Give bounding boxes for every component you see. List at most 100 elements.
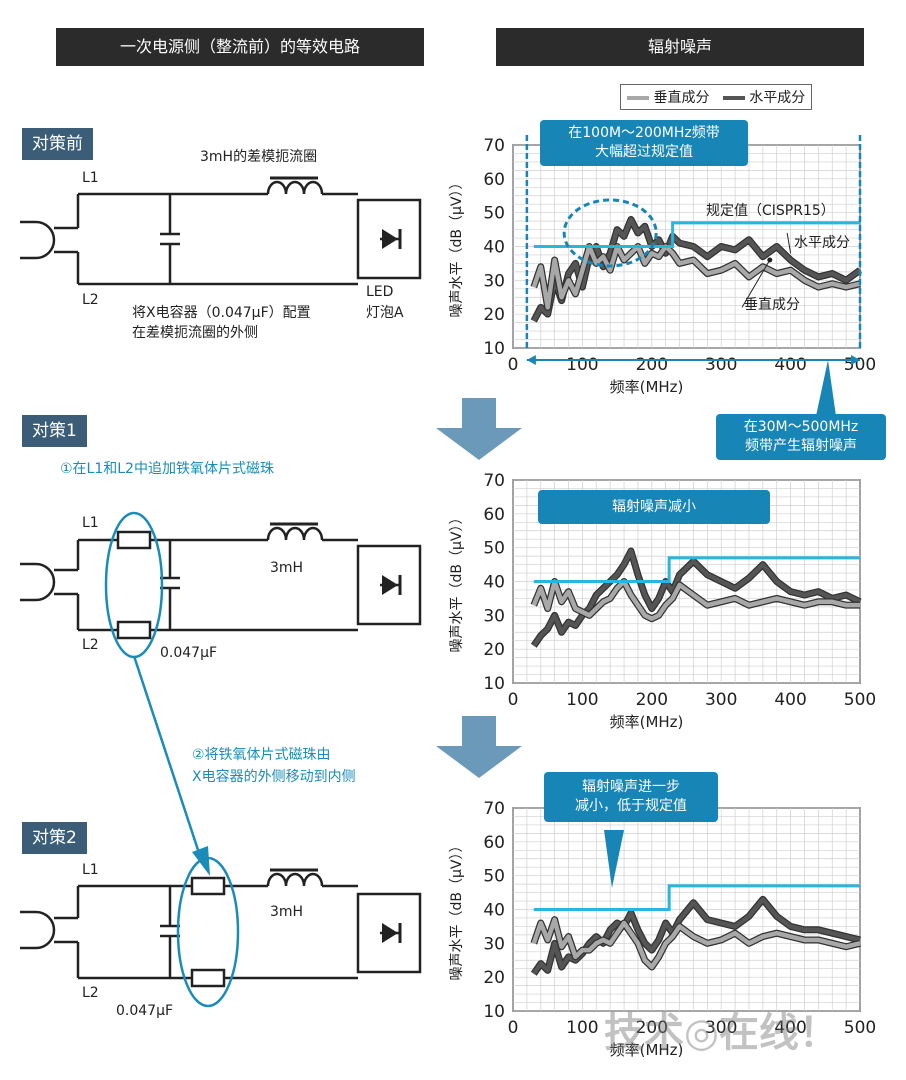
vertical-leader bbox=[741, 259, 771, 308]
x-tick-label: 400 bbox=[774, 355, 806, 375]
callout-band: 在30M～500MHz 频带产生辐射噪声 bbox=[716, 414, 886, 460]
section-tag-2: 对策2 bbox=[22, 822, 87, 854]
limit-line bbox=[533, 556, 860, 583]
series-line-垂直成分 bbox=[531, 917, 861, 970]
series-line-水平成分 bbox=[531, 548, 861, 648]
legend-horizontal-swatch bbox=[722, 96, 745, 100]
x-tick-label: 400 bbox=[774, 690, 806, 710]
coil-label-m2: 3mH bbox=[270, 904, 304, 920]
led-label-1: LED bbox=[366, 284, 394, 300]
legend: 垂直成分 水平成分 bbox=[620, 84, 813, 110]
y-tick-label: 50 bbox=[483, 204, 505, 224]
y-tick-label: 20 bbox=[483, 305, 505, 325]
x-axis-label: 频率(MHz) bbox=[610, 713, 684, 731]
y-tick-label: 30 bbox=[483, 606, 505, 626]
down-arrow-1 bbox=[436, 398, 522, 460]
vertical-dot bbox=[767, 257, 773, 263]
callout-exceed: 在100M～200MHz频带 大幅超过规定值 bbox=[540, 120, 748, 166]
limit-line bbox=[533, 884, 860, 911]
callout-band-line2: 频带产生辐射噪声 bbox=[745, 438, 857, 454]
x-tick-label: 500 bbox=[844, 1018, 876, 1038]
series-line-垂直成分 bbox=[531, 579, 860, 621]
left-header: 一次电源侧（整流前）的等效电路 bbox=[56, 28, 424, 66]
y-tick-label: 60 bbox=[483, 505, 505, 525]
callout-band-pointer bbox=[816, 360, 836, 416]
x-axis-label: 频率(MHz) bbox=[610, 378, 684, 396]
limit-label: 规定值（CISPR15） bbox=[706, 203, 835, 219]
section-tag-before: 对策前 bbox=[22, 128, 93, 160]
x-tick-label: 200 bbox=[636, 690, 668, 710]
callout-exceed-line1: 在100M～200MHz频带 bbox=[568, 125, 720, 141]
y-tick-label: 40 bbox=[483, 238, 505, 258]
callout-below-limit: 辐射噪声进一步 减小，低于规定值 bbox=[544, 772, 718, 822]
x-axis-label: 频率(MHz) bbox=[610, 1041, 684, 1059]
legend-vertical-swatch bbox=[627, 96, 649, 100]
x-tick-label: 100 bbox=[566, 1018, 598, 1038]
l2-label-m2: L2 bbox=[82, 985, 99, 1001]
x-tick-label: 0 bbox=[508, 355, 519, 375]
callout-reduced: 辐射噪声减小 bbox=[538, 490, 770, 524]
callout-below-line2: 减小，低于规定值 bbox=[575, 798, 687, 814]
move-instruction-2: X电容器的外侧移动到内侧 bbox=[192, 769, 356, 785]
l2-label-before: L2 bbox=[82, 292, 99, 308]
cap-label-m2: 0.047μF bbox=[116, 1003, 174, 1019]
band-span-arrow-right bbox=[851, 355, 860, 365]
x-tick-label: 500 bbox=[844, 355, 876, 375]
y-tick-label: 70 bbox=[483, 799, 505, 819]
down-arrow-2 bbox=[436, 716, 522, 778]
highlight-circle bbox=[562, 198, 658, 268]
coil-label-before: 3mH的差模扼流圈 bbox=[200, 149, 318, 165]
y-axis-label: 噪声水平（dB（μV）） bbox=[449, 176, 465, 318]
x-tick-label: 100 bbox=[566, 355, 598, 375]
legend-vertical-label: 垂直成分 bbox=[653, 90, 710, 106]
l1-label-m1: L1 bbox=[82, 515, 99, 531]
x-tick-label: 0 bbox=[508, 1018, 519, 1038]
y-tick-label: 70 bbox=[483, 471, 505, 491]
y-tick-label: 20 bbox=[483, 640, 505, 660]
y-tick-label: 10 bbox=[483, 1002, 505, 1022]
callout-below-line1: 辐射噪声进一步 bbox=[582, 779, 680, 795]
x-tick-label: 0 bbox=[508, 690, 519, 710]
right-header: 辐射噪声 bbox=[496, 28, 864, 66]
x-tick-label: 300 bbox=[705, 1018, 737, 1038]
horizontal-leader bbox=[786, 232, 792, 254]
y-tick-label: 20 bbox=[483, 968, 505, 988]
circuit-before bbox=[20, 176, 422, 286]
led-label-2: 灯泡A bbox=[366, 305, 404, 321]
callout-exceed-line2: 大幅超过规定值 bbox=[595, 144, 693, 160]
y-tick-label: 10 bbox=[483, 339, 505, 359]
note-before-2: 在差模扼流圈的外侧 bbox=[132, 325, 258, 341]
circuit-measure-2 bbox=[20, 856, 422, 1008]
y-tick-label: 40 bbox=[483, 901, 505, 921]
cap-label-m1: 0.047μF bbox=[160, 645, 218, 661]
limit-line bbox=[533, 221, 860, 248]
l1-label-before: L1 bbox=[82, 170, 99, 186]
y-tick-label: 10 bbox=[483, 674, 505, 694]
y-tick-label: 30 bbox=[483, 271, 505, 291]
y-tick-label: 30 bbox=[483, 934, 505, 954]
instruction-1: ①在L1和L2中追加铁氧体片式磁珠 bbox=[60, 461, 274, 477]
series-line-垂直成分 bbox=[531, 244, 861, 310]
note-before-1: 将X电容器（0.047μF）配置 bbox=[132, 305, 311, 321]
section-tag-1: 对策1 bbox=[22, 415, 87, 447]
vertical-label: 垂直成分 bbox=[744, 297, 800, 313]
x-tick-label: 300 bbox=[705, 690, 737, 710]
chart-before: 0 100 200 300 400 500 10 20 30 40 50 60 70 频率(MHz) 噪声水… bbox=[440, 135, 890, 415]
coil-label-m1: 3mH bbox=[270, 560, 304, 576]
circuit-measure-1 bbox=[20, 511, 422, 659]
l2-label-m1: L2 bbox=[82, 637, 99, 653]
y-tick-label: 70 bbox=[483, 136, 505, 156]
l1-label-m2: L1 bbox=[82, 862, 99, 878]
x-tick-label: 500 bbox=[844, 690, 876, 710]
y-tick-label: 40 bbox=[483, 573, 505, 593]
x-tick-label: 300 bbox=[705, 355, 737, 375]
y-axis-label: 噪声水平（dB（μV）） bbox=[449, 511, 465, 653]
y-tick-label: 60 bbox=[483, 170, 505, 190]
legend-horizontal-label: 水平成分 bbox=[749, 90, 806, 106]
y-tick-label: 50 bbox=[483, 867, 505, 887]
y-tick-label: 60 bbox=[483, 833, 505, 853]
move-instruction-1: ②将铁氧体片式磁珠由 bbox=[192, 747, 331, 763]
callout-below-pointer bbox=[604, 830, 624, 888]
x-tick-label: 200 bbox=[636, 1018, 668, 1038]
callout-reduced-text: 辐射噪声减小 bbox=[612, 499, 696, 515]
